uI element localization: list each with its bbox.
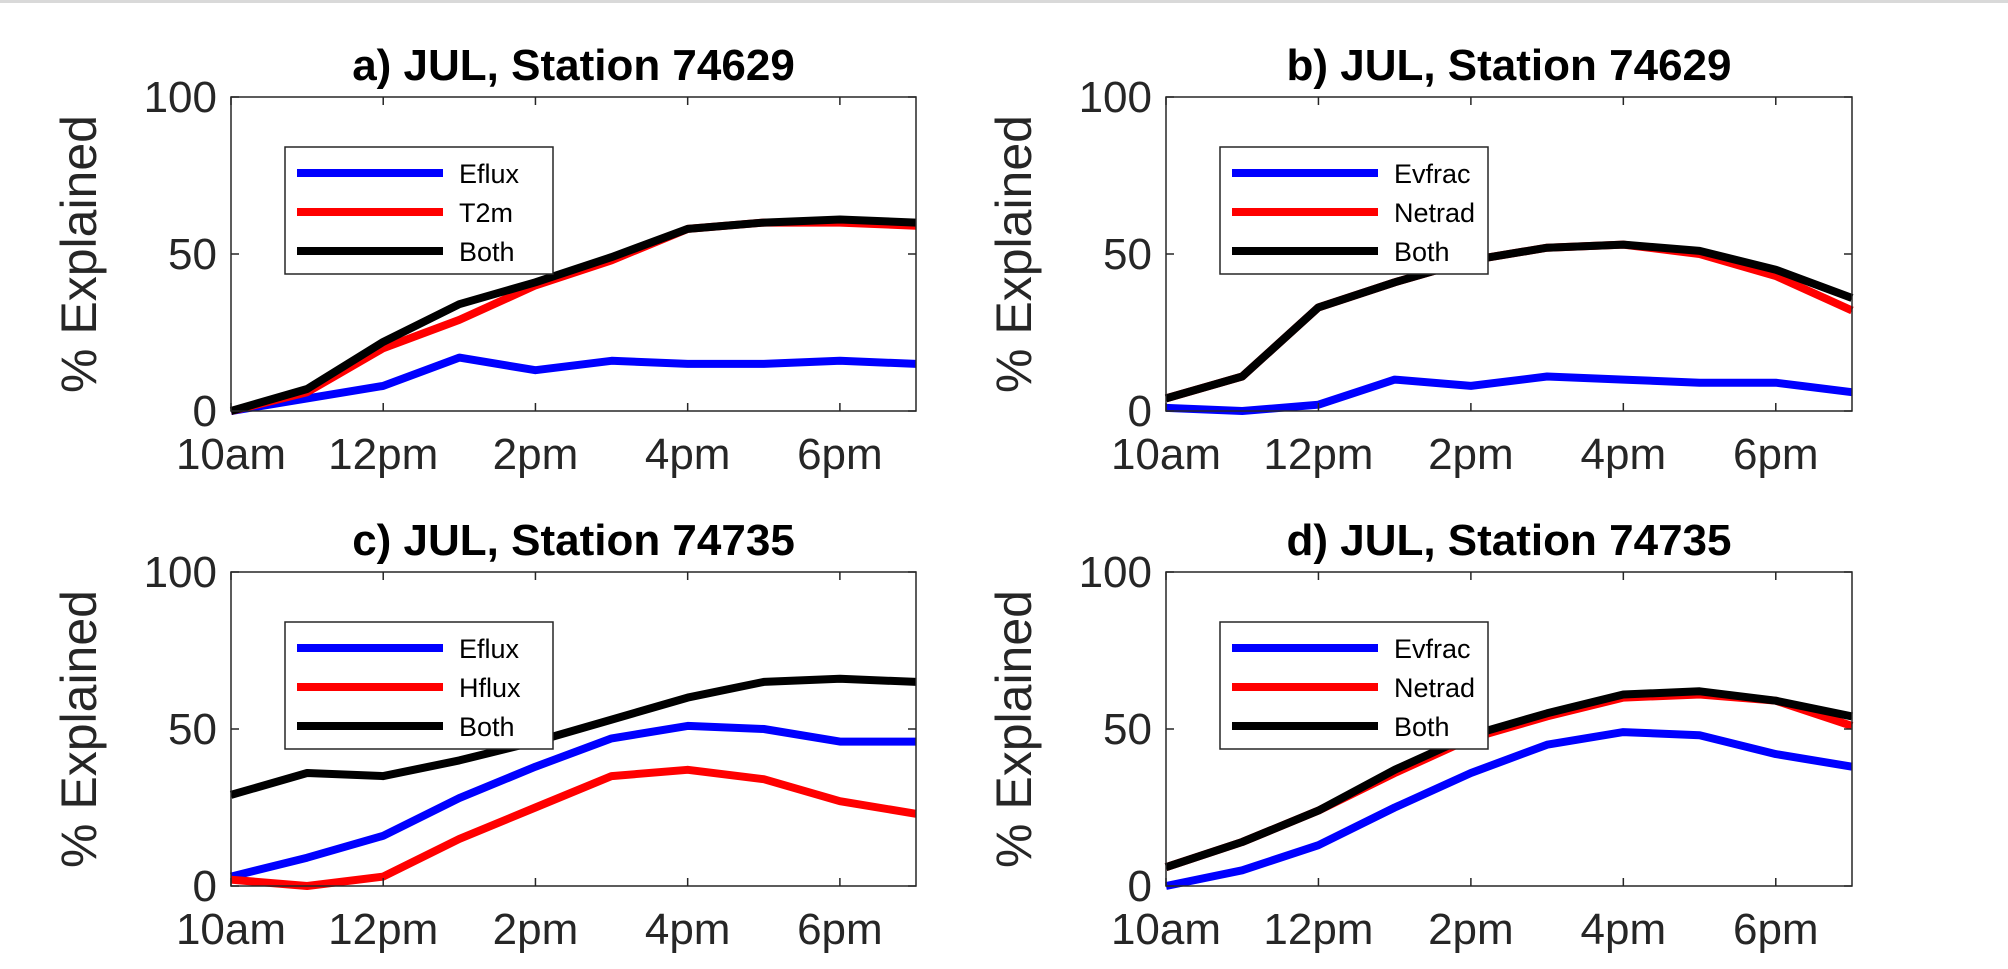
x-tick-label: 6pm: [1733, 430, 1819, 479]
y-tick-label: 0: [193, 862, 217, 911]
legend-label-t2m: T2m: [459, 198, 513, 228]
chart-panel-3: 0 50 100 10am 12pm 2pm 4pm 6pm % Explained c) JUL…: [51, 516, 917, 954]
x-tick-label: 12pm: [1263, 905, 1373, 954]
y-tick-label: 0: [1128, 862, 1152, 911]
window-top-border: [0, 0, 2008, 3]
series-line-hflux: [230, 765, 917, 890]
x-tick-label: 10am: [176, 430, 286, 479]
legend-label-evfrac: Evfrac: [1394, 159, 1471, 189]
x-tick-label: 10am: [176, 905, 286, 954]
x-tick-label: 12pm: [328, 430, 438, 479]
chart-panel-2: 0 50 100 10am 12pm 2pm 4pm 6pm % Explained b) JUL…: [986, 41, 1854, 479]
x-tick-label: 2pm: [493, 905, 579, 954]
y-tick-label: 50: [168, 705, 217, 754]
y-tick-label: 50: [1103, 230, 1152, 279]
x-tick-label: 4pm: [645, 905, 731, 954]
x-tick-label: 4pm: [1581, 430, 1667, 479]
y-tick-label: 100: [144, 73, 217, 122]
x-tick-label: 12pm: [1263, 430, 1373, 479]
chart-title: b) JUL, Station 74629: [1286, 41, 1731, 90]
legend: Eflux Hflux Both: [284, 621, 554, 750]
legend-label-netrad: Netrad: [1394, 198, 1475, 228]
legend-label-eflux: Eflux: [459, 634, 520, 664]
legend-label-both: Both: [459, 237, 515, 267]
series-line-both: [1164, 240, 1854, 403]
chart-title: c) JUL, Station 74735: [352, 516, 795, 565]
legend: Eflux T2m Both: [284, 146, 554, 275]
legend-label-both: Both: [1394, 712, 1450, 742]
y-axis-label: % Explained: [986, 115, 1042, 393]
x-tick-label: 6pm: [797, 905, 883, 954]
y-tick-label: 100: [1079, 73, 1152, 122]
x-tick-label: 10am: [1111, 905, 1221, 954]
x-tick-label: 6pm: [797, 430, 883, 479]
legend-label-netrad: Netrad: [1394, 673, 1475, 703]
series-line-both: [229, 674, 917, 799]
chart-title: d) JUL, Station 74735: [1286, 516, 1731, 565]
x-tick-label: 12pm: [328, 905, 438, 954]
y-tick-label: 50: [168, 230, 217, 279]
x-tick-label: 2pm: [1428, 905, 1514, 954]
y-axis-label: % Explained: [51, 115, 107, 393]
y-tick-label: 0: [1128, 387, 1152, 436]
legend-label-both: Both: [1394, 237, 1450, 267]
legend-label-both: Both: [459, 712, 515, 742]
series-line-eflux: [230, 721, 916, 881]
x-tick-label: 2pm: [1428, 430, 1514, 479]
x-tick-label: 4pm: [1581, 905, 1667, 954]
y-tick-label: 0: [193, 387, 217, 436]
y-axis-label: % Explained: [51, 590, 107, 868]
series-line-both: [1164, 687, 1853, 871]
x-tick-label: 4pm: [645, 430, 731, 479]
legend-label-evfrac: Evfrac: [1394, 634, 1471, 664]
chart-panel-4: 0 50 100 10am 12pm 2pm 4pm 6pm % Explained d) JUL…: [986, 516, 1854, 954]
legend-label-eflux: Eflux: [459, 159, 520, 189]
series-line-eflux: [230, 353, 917, 415]
y-axis-label: % Explained: [986, 590, 1042, 868]
y-tick-label: 100: [1079, 548, 1152, 597]
chart-panel-1: 0 50 100 10am 12pm 2pm 4pm 6pm % Explained a) JUL…: [51, 41, 917, 479]
legend: Evfrac Netrad Both: [1219, 146, 1489, 275]
series-line-evfrac: [1165, 728, 1853, 890]
x-tick-label: 6pm: [1733, 905, 1819, 954]
series-line-both: [229, 215, 917, 415]
legend-label-hflux: Hflux: [459, 673, 521, 703]
legend: Evfrac Netrad Both: [1219, 621, 1489, 750]
x-tick-label: 10am: [1111, 430, 1221, 479]
y-tick-label: 50: [1103, 705, 1152, 754]
y-tick-label: 100: [144, 548, 217, 597]
series-line-evfrac: [1165, 372, 1853, 415]
x-tick-label: 2pm: [493, 430, 579, 479]
chart-title: a) JUL, Station 74629: [352, 41, 795, 90]
